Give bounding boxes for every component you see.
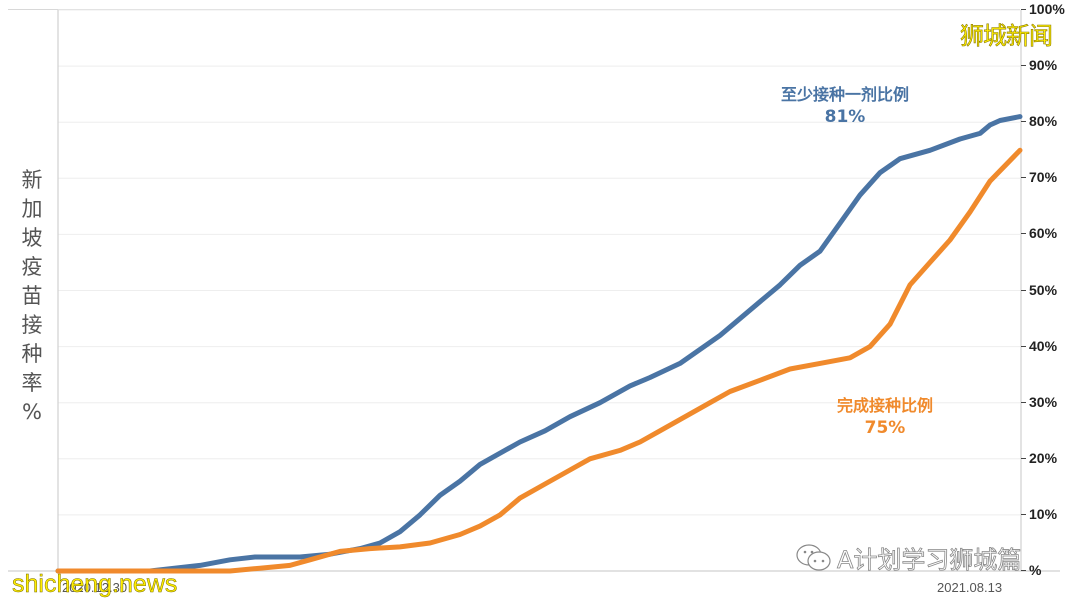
x-tick-end: 2021.08.13 — [937, 580, 1003, 595]
y-axis-title: 新加坡疫苗接种率% — [18, 166, 46, 427]
x-tick-start: 2020.12.30 — [62, 580, 128, 595]
y-tick-label: 80% — [1020, 113, 1058, 130]
series-label-fully-vaccinated: 完成接种比例 75% — [810, 395, 960, 439]
y-tick-label: 100% — [1021, 1, 1065, 17]
y-axis-title-char: 种 — [21, 342, 43, 366]
y-axis-title-char: 接 — [21, 313, 43, 337]
y-tick-label: 20% — [1020, 449, 1058, 466]
wechat-account-name: A计划学习狮城篇 — [837, 546, 1022, 575]
series-name: 完成接种比例 — [836, 396, 933, 415]
y-tick-label: 70% — [1020, 169, 1058, 186]
series-name: 至少接种一剂比例 — [780, 85, 909, 104]
y-axis-title-char: 率 — [21, 371, 43, 395]
series-line-fully-vaccinated — [55, 147, 1023, 574]
series-value: 81% — [824, 107, 866, 127]
y-axis-title-char: 坡 — [21, 226, 43, 250]
y-tick-label: 30% — [1020, 393, 1058, 410]
watermark-bottom: shicheng.news — [12, 570, 178, 599]
watermark-top: 狮城新闻 — [960, 22, 1054, 51]
y-tick-label: 40% — [1020, 337, 1058, 354]
y-tick-label: 50% — [1020, 281, 1058, 298]
series-value: 75% — [864, 418, 906, 438]
y-tick-label: 90% — [1020, 57, 1058, 74]
series-label-first-dose: 至少接种一剂比例 81% — [755, 84, 935, 128]
y-axis-title-char: 新 — [21, 168, 43, 192]
y-tick-label: % — [1020, 562, 1042, 578]
y-axis-title-char: 疫 — [21, 255, 43, 279]
y-axis-title-char: 苗 — [21, 284, 43, 308]
y-axis-title-char: % — [22, 400, 42, 424]
watermark-wechat: A计划学习狮城篇 — [795, 540, 1022, 575]
wechat-icon — [796, 543, 831, 571]
y-axis-title-char: 加 — [21, 197, 43, 221]
y-tick-label: 60% — [1020, 225, 1058, 242]
y-tick-label: 10% — [1020, 505, 1058, 522]
